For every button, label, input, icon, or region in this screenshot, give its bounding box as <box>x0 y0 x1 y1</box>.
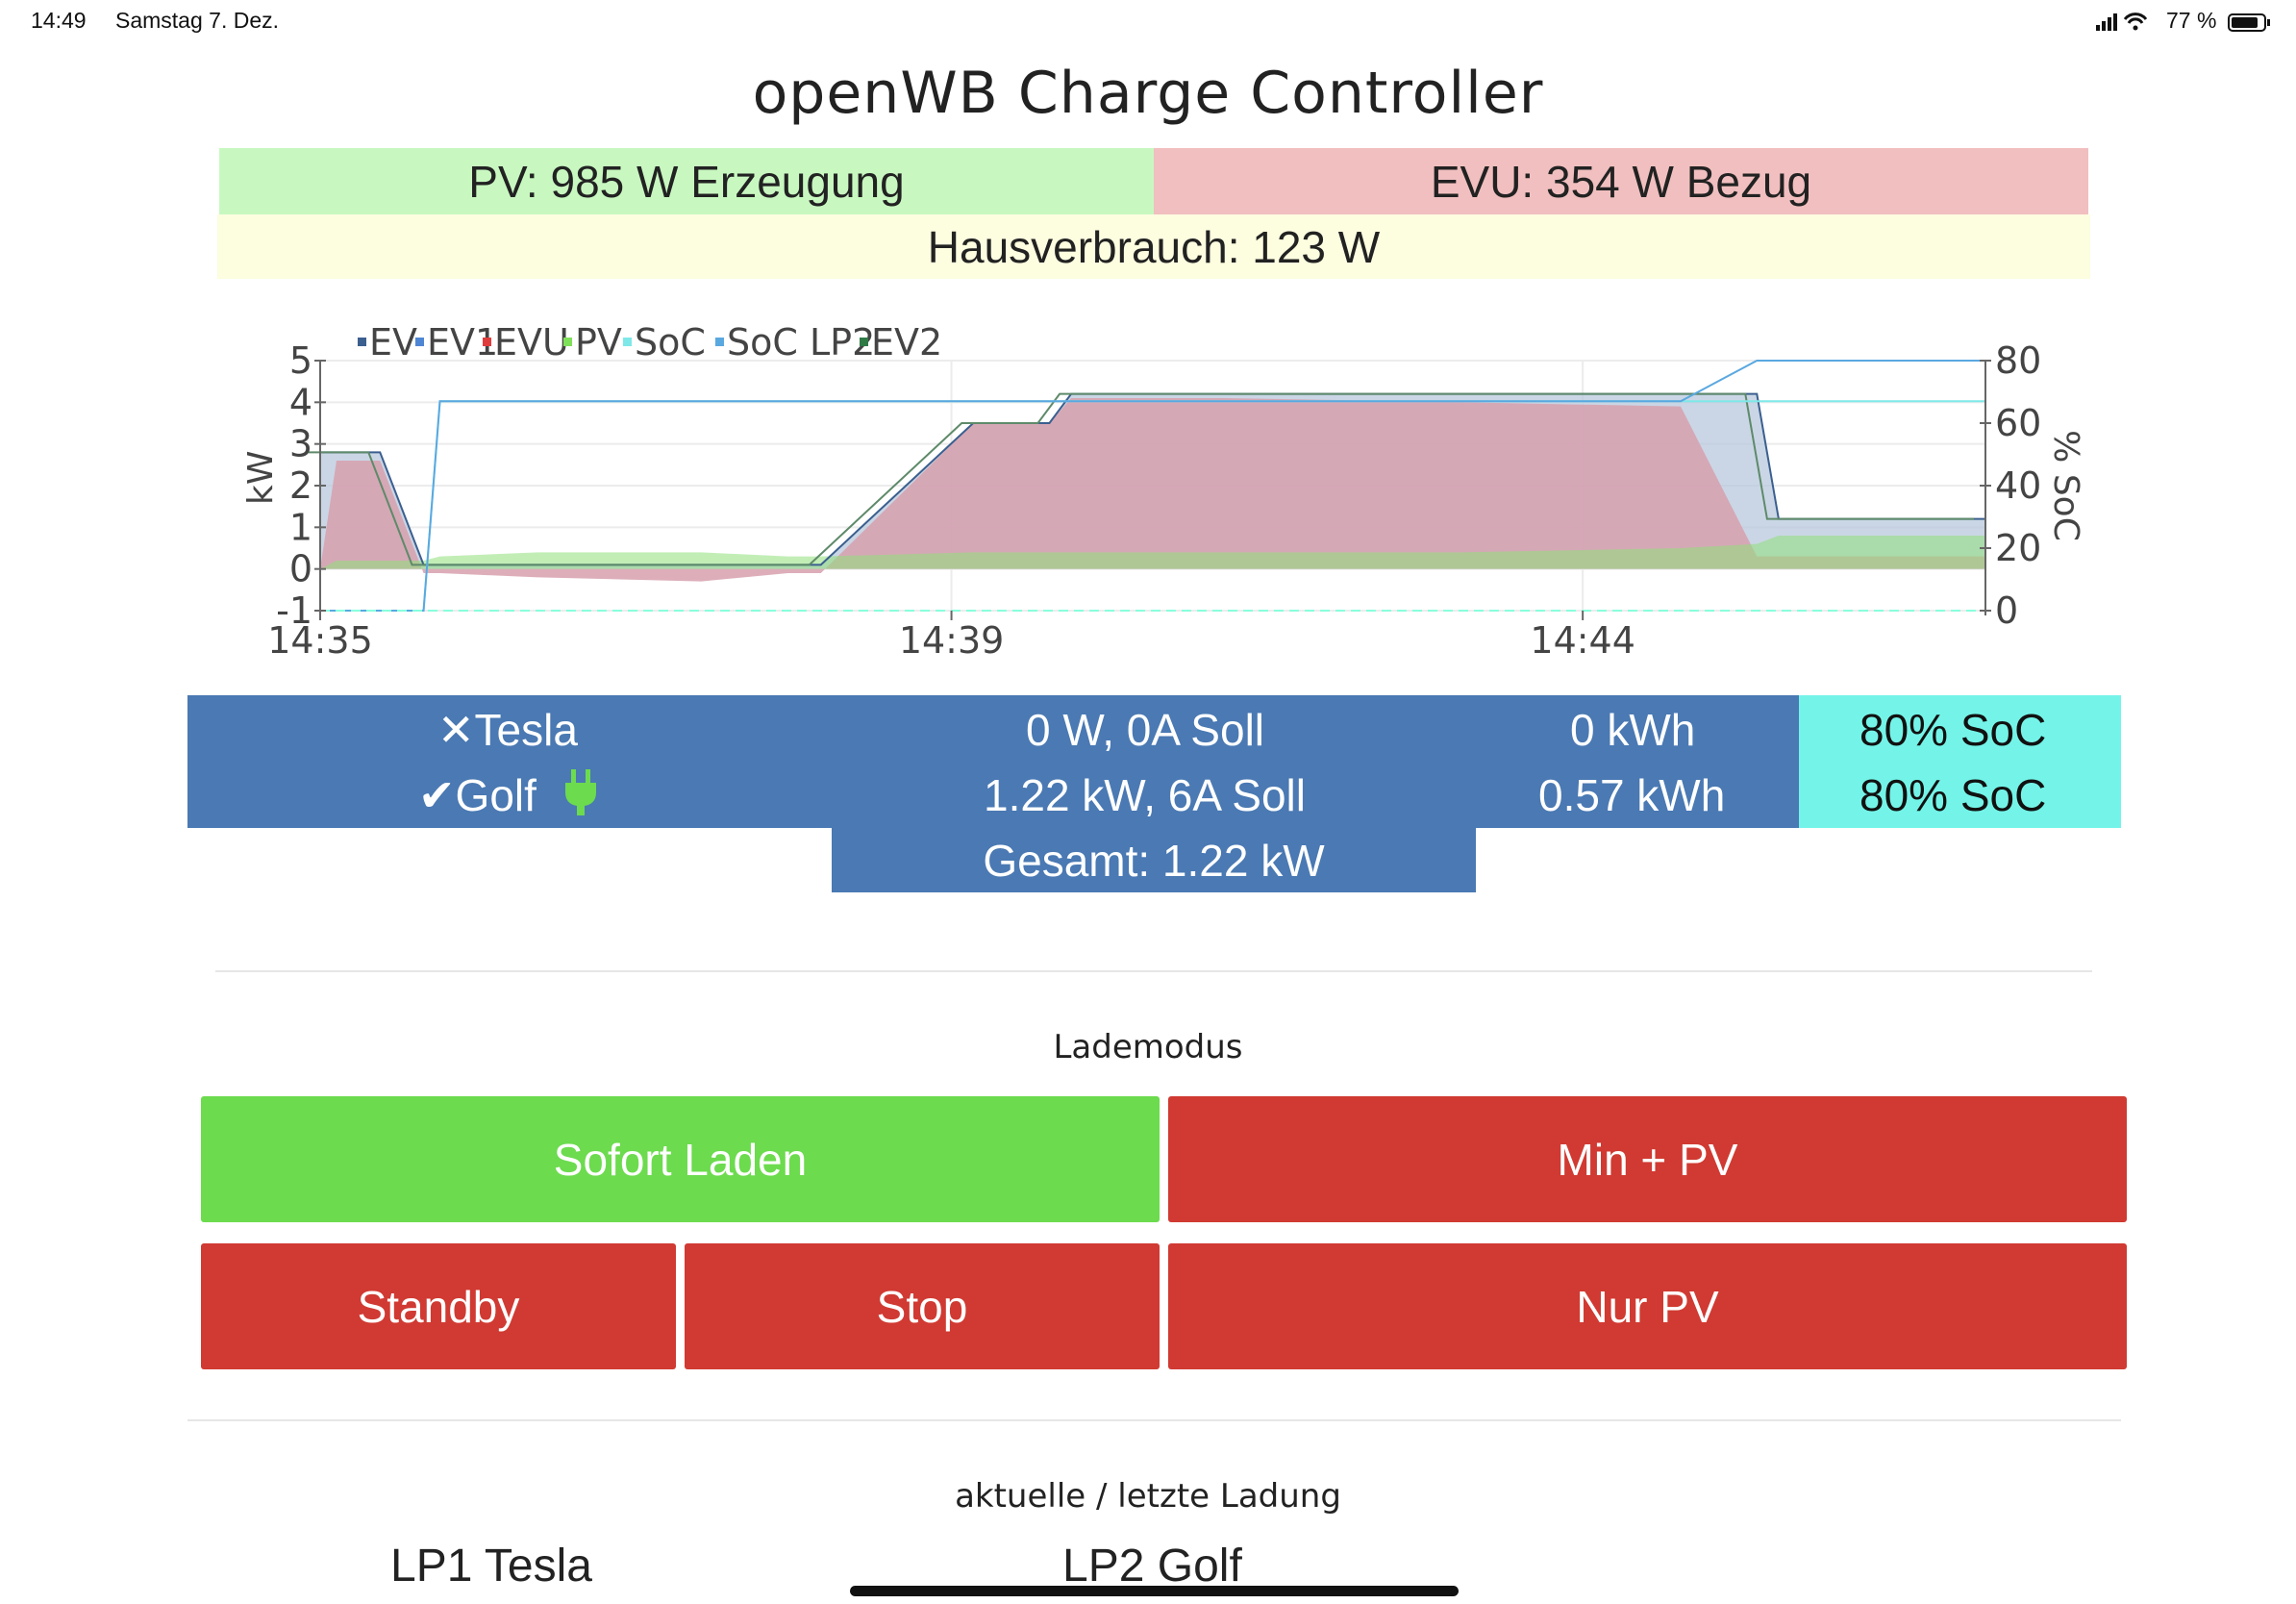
y-tick-label: 1 <box>289 506 312 548</box>
chart-lines <box>309 360 1985 612</box>
x-tick-label: 14:35 <box>267 619 373 662</box>
evu-summary: EVU: 354 W Bezug <box>1154 148 2088 214</box>
area-evu <box>320 398 1985 582</box>
y-tick-label: 0 <box>289 548 312 590</box>
legend-label: SoC LP2 <box>727 321 875 363</box>
y-tick-label: 2 <box>289 464 312 507</box>
min-pv-button[interactable]: Min + PV <box>1168 1096 2127 1222</box>
legend-swatch <box>358 338 366 346</box>
legend-swatch <box>563 338 572 346</box>
y2-tick-label: 60 <box>1995 402 2041 444</box>
home-indicator <box>850 1586 1459 1596</box>
status-time: 14:49 <box>31 8 87 33</box>
y2-axis-label: % SoC <box>2046 430 2085 541</box>
area-pv <box>320 536 1985 569</box>
nur-pv-button[interactable]: Nur PV <box>1168 1243 2127 1369</box>
standby-button[interactable]: Standby <box>201 1243 676 1369</box>
check-icon: ✔ <box>418 770 456 820</box>
legend-swatch <box>715 338 724 346</box>
total-power: Gesamt: 1.22 kW <box>983 836 1325 886</box>
y2-tick-label: 20 <box>1995 527 2041 569</box>
battery-percent: 77 % <box>2166 8 2217 33</box>
y2-tick-label: 40 <box>1995 464 2041 507</box>
row-tesla-soc: 80% SoC <box>1859 705 2047 755</box>
legend-swatch <box>623 338 632 346</box>
legend-swatch <box>415 338 424 346</box>
row-tesla-power: 0 W, 0A Soll <box>1026 705 1265 755</box>
x-tick-label: 14:44 <box>1530 619 1635 662</box>
ladung-label: aktuelle / letzte Ladung <box>955 1477 1341 1516</box>
lademodus-label: Lademodus <box>1053 1028 1243 1066</box>
line-ev2 <box>309 392 1974 566</box>
status-date: Samstag 7. Dez. <box>115 8 280 33</box>
line-soc-lp2 <box>320 360 1985 612</box>
row-golf-power: 1.22 kW, 6A Soll <box>984 770 1306 820</box>
row-tesla-energy: 0 kWh <box>1570 705 1696 755</box>
stop-button[interactable]: Stop <box>685 1243 1160 1369</box>
loadpoint-table <box>187 695 1799 828</box>
signal-wifi-battery-icon <box>2096 13 2270 32</box>
sofort-laden-button[interactable]: Sofort Laden <box>201 1096 1160 1222</box>
y-tick-label: 5 <box>289 339 312 382</box>
row-golf-soc: 80% SoC <box>1859 770 2047 820</box>
legend-swatch <box>483 338 491 346</box>
plug-icon <box>565 769 596 815</box>
legend-swatch <box>860 338 868 346</box>
cross-icon: ✕ <box>437 705 475 755</box>
legend-label: SoC <box>635 321 706 363</box>
legend-label: EV <box>369 321 417 363</box>
row-golf-name[interactable]: ✔Golf <box>418 770 537 820</box>
pv-summary: PV: 985 W Erzeugung <box>219 148 1154 214</box>
soc-column <box>1799 695 2121 828</box>
evu-summary-text: EVU: 354 W Bezug <box>1430 156 1812 207</box>
house-summary: Hausverbrauch: 123 W <box>217 214 2090 279</box>
legend-label: EV2 <box>871 321 942 363</box>
status-indicators <box>2096 10 2279 35</box>
total-cell <box>832 828 1476 892</box>
y-tick-label: 3 <box>289 423 312 465</box>
divider-2 <box>187 1419 2121 1421</box>
x-tick-label: 14:39 <box>899 619 1005 662</box>
lp1-title: LP1 Tesla <box>390 1541 592 1591</box>
y2-tick-label: 80 <box>1995 339 2041 382</box>
y-tick-label: 4 <box>289 381 312 423</box>
y-axis-label: kW <box>241 451 281 505</box>
y-tick-label: -1 <box>276 589 312 632</box>
lp2-title: LP2 Golf <box>1062 1541 1242 1591</box>
legend-label: EVU <box>494 321 569 363</box>
page-title: openWB Charge Controller <box>752 60 1544 127</box>
divider <box>215 970 2092 972</box>
legend-label: PV <box>575 321 622 363</box>
house-summary-text: Hausverbrauch: 123 W <box>927 221 1381 272</box>
y2-tick-label: 0 <box>1995 589 2018 632</box>
pv-summary-text: PV: 985 W Erzeugung <box>468 156 905 207</box>
chart-areas <box>320 393 1985 582</box>
row-golf-energy: 0.57 kWh <box>1538 770 1726 820</box>
row-tesla-name[interactable]: ✕Tesla <box>437 705 578 755</box>
